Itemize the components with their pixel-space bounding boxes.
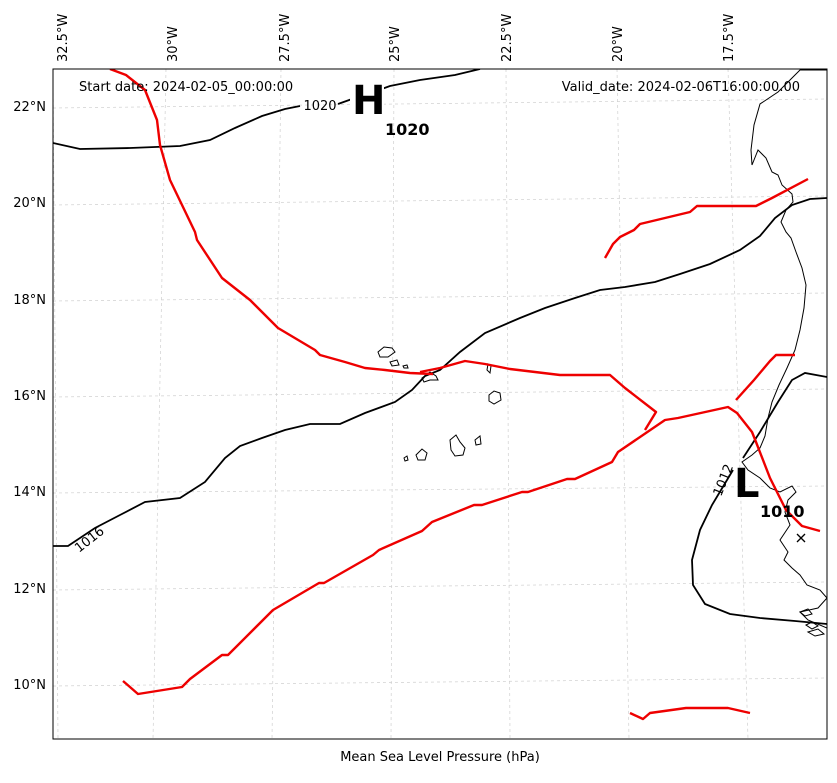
coastlines	[377, 69, 827, 637]
low-center-marker	[796, 533, 806, 543]
map-plot-area	[53, 69, 827, 739]
lon-label-30w: 30°W	[166, 26, 181, 62]
fronts	[109, 69, 821, 721]
front-central	[419, 359, 658, 431]
isobar-1020-segment	[53, 105, 301, 150]
front-south-short	[629, 706, 751, 721]
start-date-label: Start date: 2024-02-05_00:00:00	[79, 80, 293, 95]
low-pressure-center: L 1010	[734, 461, 805, 521]
cape-verde-santo-antao	[377, 346, 396, 358]
high-center-letter: H	[352, 78, 385, 124]
map-caption: Mean Sea Level Pressure (hPa)	[340, 750, 540, 765]
lon-label-20w: 20°W	[611, 26, 626, 62]
high-pressure-center: H 1020	[350, 69, 430, 139]
cape-verde-boa-vista	[488, 390, 502, 405]
isobar-label-1020: 1020	[303, 99, 336, 114]
lon-label-32.5w: 32.5°W	[56, 14, 71, 62]
high-center-value: 1020	[385, 120, 430, 139]
valid-date-label: Valid_date: 2024-02-06T16:00:00.00	[562, 80, 800, 95]
isobar-1012	[691, 469, 827, 625]
lat-label-16n: 16°N	[13, 389, 46, 404]
cape-verde-fogo	[415, 448, 428, 461]
isobar-label-1016: 1016	[72, 524, 107, 556]
lat-label-10n: 10°N	[13, 678, 46, 693]
low-center-letter: L	[734, 461, 760, 507]
africa-coastline	[741, 69, 827, 629]
cape-verde-sao-nicolau	[421, 371, 439, 383]
lon-label-17.5w: 17.5°W	[722, 14, 737, 62]
map-frame	[52, 68, 828, 740]
lon-label-27.5w: 27.5°W	[278, 14, 293, 62]
front-southern	[122, 405, 821, 696]
lon-label-25w: 25°W	[388, 26, 403, 62]
latitude-labels: 22°N 20°N 18°N 16°N 14°N 12°N 10°N	[13, 100, 46, 693]
lat-label-12n: 12°N	[13, 582, 46, 597]
low-center-value: 1010	[760, 502, 805, 521]
lat-label-22n: 22°N	[13, 100, 46, 115]
lat-label-20n: 20°N	[13, 196, 46, 211]
longitude-labels: 32.5°W 30°W 27.5°W 25°W 22.5°W 20°W 17.5…	[56, 14, 737, 62]
front-northeast	[603, 177, 809, 259]
cape-verde-maio	[474, 435, 482, 446]
cape-verde-brava	[403, 455, 409, 462]
graticule	[53, 69, 827, 739]
front-west-descending	[109, 69, 434, 376]
lat-label-14n: 14°N	[13, 485, 46, 500]
lat-label-18n: 18°N	[13, 293, 46, 308]
cape-verde-santa-luzia	[402, 364, 409, 369]
isobars	[53, 69, 827, 625]
front-low-north-branch	[735, 353, 795, 401]
isobar-1012-north	[742, 372, 827, 459]
lon-label-22.5w: 22.5°W	[500, 14, 515, 62]
cape-verde-santiago	[449, 434, 466, 457]
cape-verde-sao-vicente	[389, 359, 400, 367]
